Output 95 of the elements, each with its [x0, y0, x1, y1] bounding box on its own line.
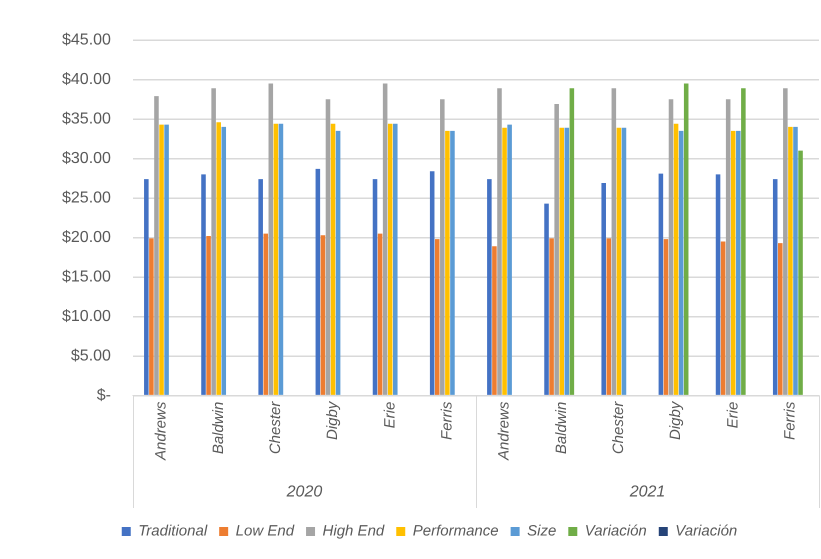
bar [674, 124, 678, 395]
bar [502, 128, 507, 395]
bar [730, 130, 736, 395]
bar [326, 99, 330, 395]
bar [720, 242, 726, 395]
legend-label: Variación [584, 522, 647, 540]
bar [497, 88, 502, 395]
y-tick-label: $5.00 [70, 348, 112, 365]
bar [622, 128, 626, 395]
bar [507, 124, 512, 395]
bar [159, 124, 164, 395]
bar [788, 126, 793, 395]
legend-label: Traditional [138, 522, 208, 540]
y-tick-label: $- [96, 387, 111, 404]
y-tick-label: $15.00 [62, 268, 112, 286]
y-tick-label: $40.00 [62, 70, 112, 88]
bar [316, 168, 320, 395]
x-tick-label: Ferris [438, 401, 456, 440]
bar [278, 124, 284, 395]
bar [783, 88, 788, 395]
bar [778, 243, 783, 395]
bar [601, 183, 606, 395]
x-tick-label: Andrews [496, 401, 513, 461]
x-tick-label: Chester [267, 400, 284, 454]
y-tick-label: $20.00 [62, 228, 112, 246]
bar [268, 83, 274, 395]
bar [263, 234, 268, 395]
y-tick-label: $25.00 [62, 189, 112, 206]
bar [793, 126, 798, 395]
bar [392, 124, 398, 395]
bar [320, 235, 326, 395]
bar [716, 174, 720, 395]
bar [258, 179, 263, 395]
bar [678, 130, 684, 395]
bar [211, 88, 216, 395]
bar [726, 99, 730, 395]
bar [206, 236, 211, 395]
bar [154, 96, 159, 395]
legend-label: Variación [675, 522, 738, 540]
x-tick-label: Ferris [782, 401, 799, 440]
bar [564, 128, 570, 395]
bar [612, 88, 616, 395]
bar [149, 238, 154, 395]
bar [616, 128, 622, 395]
bar [336, 130, 340, 395]
bar [221, 126, 226, 395]
bar [382, 83, 388, 395]
x-tick-label: Erie [724, 402, 742, 428]
bar [741, 88, 746, 395]
bar [772, 179, 778, 395]
bar [274, 124, 278, 395]
bar [570, 88, 574, 395]
bar [216, 122, 221, 395]
bar [549, 238, 554, 395]
bar [664, 239, 668, 395]
bar [668, 99, 674, 395]
bar [372, 179, 378, 395]
x-tick-label: Baldwin [210, 402, 227, 454]
bar [684, 83, 688, 395]
bar [445, 130, 450, 395]
bar [378, 234, 382, 395]
bar [606, 238, 612, 395]
bar [330, 124, 336, 395]
bar [201, 174, 206, 395]
y-tick-label: $35.00 [62, 110, 112, 128]
x-tick-label: Andrews [152, 401, 170, 461]
bar [559, 128, 564, 395]
legend-label: Performance [412, 522, 499, 540]
bar [434, 239, 440, 395]
bar [492, 246, 497, 395]
x-tick-label: Digby [324, 400, 342, 440]
bar [798, 150, 803, 395]
bar [736, 130, 741, 395]
x-tick-label: Chester [610, 400, 628, 454]
legend-label: High End [322, 522, 385, 540]
bar [658, 174, 664, 395]
bar [430, 171, 434, 395]
y-tick-label: $10.00 [62, 308, 112, 326]
text: 2020 [286, 483, 322, 500]
x-tick-label: Digby [667, 400, 684, 440]
bar [440, 99, 445, 395]
text: 2021 [628, 483, 666, 500]
x-tick-label: Erie [381, 402, 398, 428]
legend-label: Low End [236, 522, 295, 540]
bar [164, 124, 169, 395]
bar [144, 179, 149, 395]
bar [388, 124, 392, 395]
bar [450, 130, 455, 395]
bar [487, 179, 492, 395]
legend-label: Size [527, 522, 556, 540]
bar [554, 104, 559, 395]
bar [544, 204, 549, 395]
y-tick-label: $45.00 [62, 31, 112, 48]
y-tick-label: $30.00 [62, 150, 112, 167]
x-tick-label: Baldwin [552, 402, 570, 454]
